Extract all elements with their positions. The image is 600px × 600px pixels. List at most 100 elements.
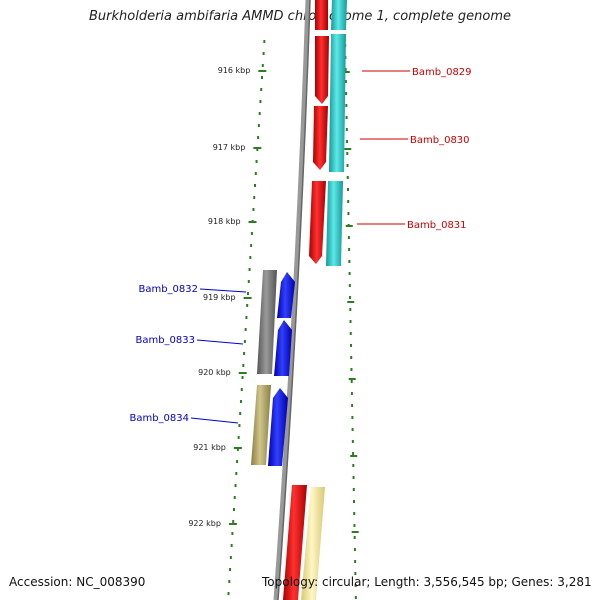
ruler-dot: [257, 124, 260, 127]
ruler-dot: [352, 500, 355, 503]
gene-label[interactable]: Bamb_0833: [135, 335, 195, 346]
gene-arrow: [268, 388, 288, 466]
label-leader: [190, 417, 239, 424]
cds-block: [329, 34, 346, 172]
ruler-tick-label: 920 kbp: [198, 368, 231, 377]
ruler-dot: [352, 452, 355, 455]
gene-label[interactable]: Bamb_0829: [412, 67, 472, 78]
ruler-dot: [349, 332, 352, 335]
ruler-dot: [233, 496, 236, 499]
ruler-dot: [349, 296, 352, 299]
ruler-dot: [230, 544, 233, 547]
gene-label[interactable]: Bamb_0832: [138, 284, 198, 295]
map-title: Burkholderia ambifaria AMMD chromosome 1…: [88, 9, 512, 24]
ruler-dot: [252, 208, 255, 211]
cds-block: [331, 0, 347, 30]
ruler-dot: [344, 68, 347, 71]
ruler-dot: [349, 308, 352, 311]
ruler-tick: [243, 297, 252, 299]
ruler-dot: [352, 476, 355, 479]
ruler-dot: [349, 344, 352, 347]
ruler-dot: [261, 64, 264, 67]
ruler-dot: [247, 280, 250, 283]
ruler-ticks: 916 kbp 917 kbp 918 kbp 919 kbp 920 kbp 921 k…: [188, 66, 267, 528]
ruler-dot: [239, 400, 242, 403]
ruler-tick: [238, 372, 247, 374]
ruler-dot: [248, 268, 251, 271]
ruler-dot: [346, 152, 349, 155]
ruler-dot: [352, 464, 355, 467]
ruler-tick: [233, 447, 242, 449]
gene-labels: Bamb_0829 Bamb_0830 Bamb_0831 Bamb_0832 Bamb…: [129, 67, 471, 424]
ruler-dot: [261, 76, 264, 79]
ruler-dot: [345, 104, 348, 107]
ruler-dot: [239, 412, 242, 415]
backbone-line: [273, 0, 311, 600]
ruler-dot: [351, 428, 354, 431]
ruler-dot: [256, 148, 259, 151]
ruler-dash: [350, 455, 358, 457]
ruler-tick-label: 917 kbp: [213, 143, 246, 152]
gene-arrow: [277, 272, 295, 318]
ruler-dot: [347, 236, 350, 239]
gene-label[interactable]: Bamb_0831: [407, 220, 467, 231]
ruler-dot: [259, 100, 262, 103]
ruler-dot: [353, 524, 356, 527]
ruler-dot: [351, 440, 354, 443]
ruler-dot: [231, 532, 234, 535]
ruler-dot: [241, 376, 244, 379]
ruler-dash: [348, 378, 356, 380]
ruler-dot: [245, 316, 248, 319]
ruler-dot: [235, 472, 238, 475]
cds-block: [251, 385, 271, 465]
ruler-dot: [354, 572, 357, 575]
gene-arrow: [309, 181, 326, 264]
ruler-dot: [242, 364, 245, 367]
ruler-dot: [250, 232, 253, 235]
ruler-dot: [253, 196, 256, 199]
ruler-dash: [351, 531, 359, 533]
label-leader: [199, 288, 247, 293]
ruler-dot: [246, 292, 249, 295]
ruler-dot: [228, 580, 231, 583]
ruler-dot: [353, 548, 356, 551]
ruler-dot: [348, 284, 351, 287]
gene-block: [315, 0, 328, 30]
ruler-dot: [353, 536, 356, 539]
ruler-dot: [350, 392, 353, 395]
ruler-tick-label: 918 kbp: [208, 217, 241, 226]
ruler-dot: [351, 404, 354, 407]
ruler-dot: [350, 380, 353, 383]
accession-text: Accession: NC_008390: [9, 575, 146, 589]
ruler-dot: [240, 388, 243, 391]
ruler-dot: [351, 416, 354, 419]
ruler-dot: [243, 340, 246, 343]
ruler-dot: [345, 116, 348, 119]
ruler-tick: [253, 147, 262, 149]
ruler-tick-label: 916 kbp: [218, 66, 251, 75]
ruler-dash: [344, 148, 352, 150]
ruler-dot: [229, 556, 232, 559]
ruler-dot: [354, 596, 357, 599]
ruler-dot: [243, 352, 246, 355]
ruler-dot: [354, 560, 357, 563]
ruler-dot: [353, 512, 356, 515]
ruler-dot: [232, 508, 235, 511]
ruler-dot: [229, 568, 232, 571]
cds-block: [301, 487, 325, 600]
cds-block: [257, 270, 277, 374]
ruler-dot: [350, 368, 353, 371]
gene-label[interactable]: Bamb_0834: [129, 413, 189, 424]
ruler-dot: [346, 164, 349, 167]
ruler-dot: [348, 272, 351, 275]
ruler-dot: [350, 356, 353, 359]
ruler-dot: [227, 592, 230, 595]
ruler-dot: [232, 520, 235, 523]
backbone-edge: [277, 0, 311, 600]
gene-label[interactable]: Bamb_0830: [410, 135, 470, 146]
genome-summary-text: Topology: circular; Length: 3,556,545 bp…: [262, 575, 592, 589]
ruler-tick: [248, 221, 257, 223]
ruler-dot: [249, 256, 252, 259]
ruler-dot: [263, 40, 266, 43]
